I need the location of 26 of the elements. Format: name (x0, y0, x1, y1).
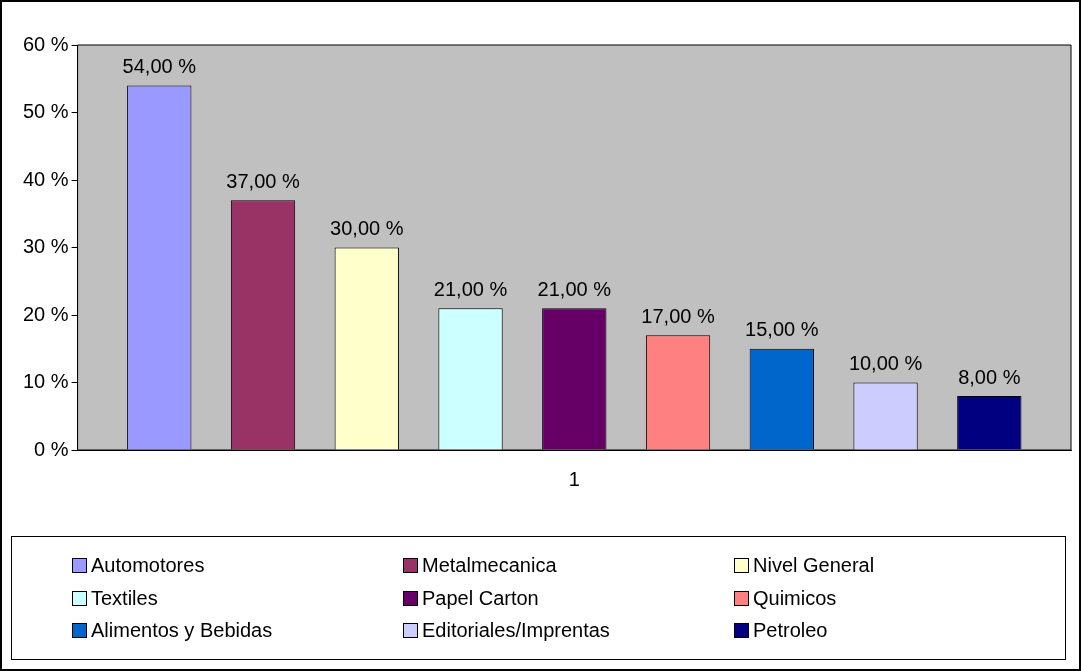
y-tick-label: 10 % (22, 370, 69, 393)
y-tick-label: 60 % (22, 32, 69, 55)
legend-label: Automotores (91, 554, 205, 578)
y-tick-label: 50 % (22, 100, 69, 123)
legend-label: Petroleo (753, 618, 828, 642)
legend-label: Nivel General (753, 554, 875, 578)
legend-label: Papel Carton (422, 586, 539, 610)
data-label: 17,00 % (641, 304, 715, 327)
x-tick-label: 1 (568, 467, 580, 490)
legend-label: Alimentos y Bebidas (91, 618, 273, 642)
y-tick-label: 0 % (34, 437, 69, 460)
legend-label: Editoriales/Imprentas (422, 618, 610, 642)
data-label: 8,00 % (958, 365, 1021, 388)
data-label: 21,00 % (433, 277, 508, 300)
y-tick-label: 20 % (22, 302, 69, 325)
legend-label: Metalmecanica (422, 554, 557, 578)
data-label: 54,00 % (122, 55, 197, 78)
data-label: 37,00 % (226, 169, 300, 192)
data-label: 30,00 % (330, 217, 404, 240)
legend-label: Quimicos (753, 586, 837, 610)
y-tick-label: 30 % (22, 235, 69, 258)
y-tick-label: 40 % (22, 167, 69, 190)
legend-label: Textiles (91, 586, 158, 610)
data-label: 21,00 % (537, 277, 612, 300)
data-label: 10,00 % (848, 352, 923, 375)
data-label: 15,00 % (745, 318, 819, 341)
